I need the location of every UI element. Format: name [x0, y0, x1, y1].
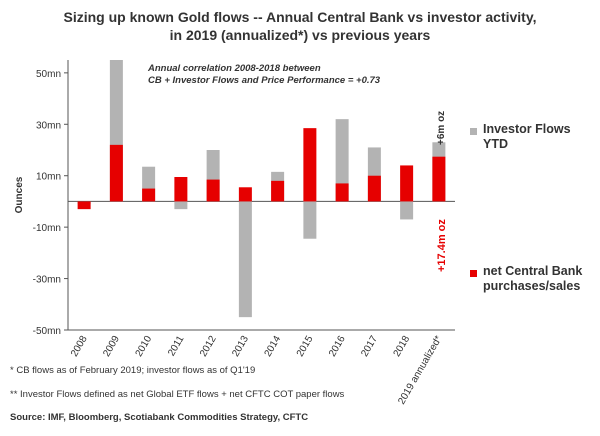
x-tick-label: 2016 — [327, 334, 348, 359]
central-bank-bar — [271, 180, 285, 202]
central-bank-bar — [142, 188, 156, 202]
x-tick-label: 2012 — [198, 334, 219, 359]
x-tick-label: 2017 — [359, 334, 380, 359]
investor-flows-bar — [238, 201, 252, 318]
central-bank-bar — [335, 183, 349, 202]
central-bank-bar — [367, 175, 381, 202]
central-bank-bar — [432, 156, 446, 202]
source-note: Source: IMF, Bloomberg, Scotiabank Commo… — [10, 412, 309, 423]
x-tick-label: 2013 — [230, 334, 251, 359]
investor-flows-bar — [335, 119, 349, 202]
y-tick-label: -50mn — [33, 326, 61, 337]
central-bank-bar — [109, 144, 123, 202]
central-bank-bar — [206, 179, 220, 202]
y-tick-label: 50mn — [36, 69, 61, 80]
central-bank-bar — [238, 187, 252, 202]
chart-title: Sizing up known Gold flows -- Annual Cen… — [63, 9, 537, 43]
investor-2019-annotation: +6m oz — [436, 111, 447, 145]
x-tick-label: 2009 — [101, 334, 122, 359]
x-tick-label: 2008 — [69, 334, 90, 359]
investor-flows-bar — [400, 201, 414, 220]
footnote-1: * CB flows as of February 2019; investor… — [10, 365, 256, 376]
x-tick-label: 2018 — [392, 334, 413, 359]
legend-swatch-central-bank — [470, 270, 477, 277]
legend-label-investor: Investor Flows YTD — [483, 122, 571, 151]
y-tick-label: -10mn — [33, 223, 61, 234]
central-bank-bar — [303, 128, 317, 202]
y-tick-label: 10mn — [36, 172, 61, 183]
central-bank-bar — [77, 201, 91, 210]
y-tick-label: -30mn — [33, 275, 61, 286]
central-bank-bar — [400, 165, 414, 202]
x-tick-label: 2011 — [166, 334, 186, 359]
x-tick-label: 2014 — [263, 334, 284, 359]
y-tick-label: 30mn — [36, 120, 61, 131]
x-tick-label: 2015 — [295, 334, 316, 359]
footnote-2: ** Investor Flows defined as net Global … — [10, 389, 345, 400]
investor-flows-bar — [174, 201, 188, 210]
legend-label-central-bank: net Central Bank purchases/sales — [483, 264, 583, 293]
x-tick-label: 2010 — [134, 334, 155, 359]
central-bank-2019-annotation: +17.4m oz — [436, 219, 448, 272]
central-bank-bar — [174, 177, 188, 202]
legend-swatch-investor — [470, 128, 477, 135]
y-axis-title: Ounces — [14, 176, 25, 213]
correlation-note-line-1: Annual correlation 2008-2018 between — [147, 63, 321, 74]
correlation-note-line-2: CB + Investor Flows and Price Performanc… — [148, 75, 381, 86]
investor-flows-bar — [303, 201, 317, 239]
